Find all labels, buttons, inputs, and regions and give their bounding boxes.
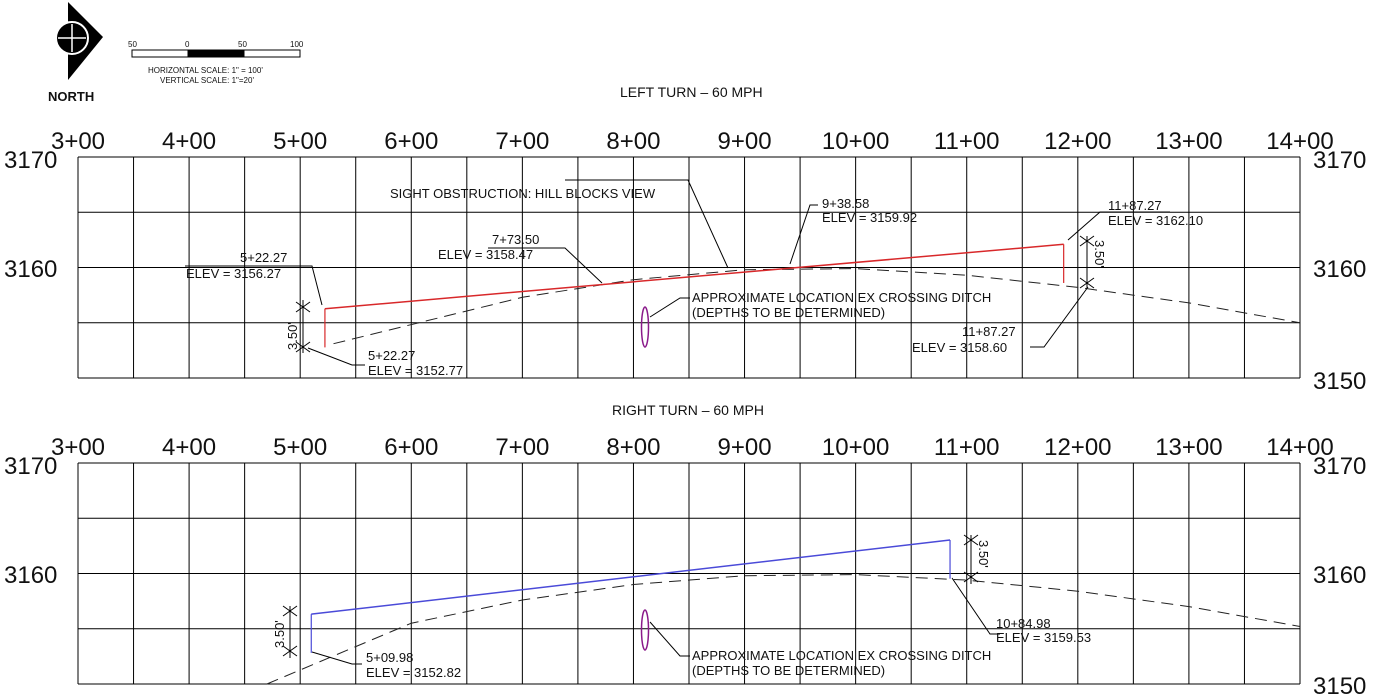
ditch-note: APPROXIMATE LOCATION EX CROSSING DITCH [692,290,991,305]
vertical-scale-label: VERTICAL SCALE: 1"=20' [160,76,254,85]
elev-label-left: 3170 [4,453,57,480]
dim-text: 3.50' [272,620,287,648]
station-callout: 11+87.27 [1108,198,1162,213]
station-label: 7+00 [495,128,549,155]
north-label: NORTH [48,89,94,104]
ditch-note: (DEPTHS TO BE DETERMINED) [692,305,885,320]
elevation-callout: ELEV = 3156.27 [186,266,281,281]
station-label: 11+00 [934,128,1000,155]
sight-line [310,539,951,653]
station-labels: 3+00 4+00 5+00 6+00 7+00 8+00 9+00 10+00 11+00 12… [51,128,1334,155]
station-callout: 9+38.58 [822,196,869,211]
station-label: 7+00 [495,434,549,461]
station-callout: 5+22.27 [368,348,415,363]
station-label: 8+00 [606,128,660,155]
scale-bar: 50 0 50 100 HORIZONTAL SCALE: 1" = 100' … [128,40,304,85]
station-label: 6+00 [384,434,438,461]
station-label: 6+00 [384,128,438,155]
station-label: 12+00 [1044,434,1111,461]
profile-title: RIGHT TURN – 60 MPH [612,402,764,418]
station-callout: 7+73.50 [492,232,539,247]
elevation-callout: ELEV = 3159.92 [822,210,917,225]
elev-label-right: 3150 [1313,673,1366,696]
elevation-callout: ELEV = 3158.47 [438,247,533,262]
leader-lines [185,179,1170,366]
dim-text: 3.50' [976,540,991,568]
sight-line-segment [311,539,951,615]
elevation-callout: ELEV = 3162.10 [1108,213,1203,228]
station-callout: 5+09.98 [366,650,413,665]
scale-tick: 50 [238,40,247,49]
dimension-right: 3.50' [1079,235,1107,289]
ditch-note: APPROXIMATE LOCATION EX CROSSING DITCH [692,648,991,663]
station-label: 10+00 [822,434,889,461]
elev-label-right: 3150 [1313,368,1366,395]
station-label: 14+00 [1266,434,1333,461]
north-arrow: NORTH [48,2,103,104]
station-label: 8+00 [606,434,660,461]
obstruction-note: SIGHT OBSTRUCTION: HILL BLOCKS VIEW [390,186,656,201]
elev-label-left: 3170 [4,147,57,174]
sight-line-segment [324,243,1064,310]
station-label: 9+00 [718,434,772,461]
profile-grid [77,462,1301,685]
elevation-callout: ELEV = 3159.53 [996,630,1091,645]
elev-label-left: 3160 [4,256,57,283]
dim-text: 3.50' [285,322,300,350]
ditch-marker [640,609,650,651]
station-labels: 3+00 4+00 5+00 6+00 7+00 8+00 9+00 10+00 11+00 12… [51,434,1334,461]
station-label: 4+00 [162,434,216,461]
ground-profile [333,268,1301,345]
scale-tick: 0 [185,40,190,49]
dimension-right: 3.50' [963,534,991,584]
station-label: 14+00 [1266,128,1333,155]
station-callout: 11+87.27 [962,324,1016,339]
scale-tick: 100 [290,40,304,49]
elev-label-right: 3170 [1313,147,1366,174]
station-label: 12+00 [1044,128,1111,155]
elev-label-left: 3160 [4,562,57,589]
station-label: 13+00 [1155,434,1222,461]
station-label: 5+00 [273,128,327,155]
horizontal-scale-label: HORIZONTAL SCALE: 1" = 100' [148,66,263,75]
dimension-left: 3.50' [285,300,311,353]
station-label: 3+00 [51,434,105,461]
profile-title: LEFT TURN – 60 MPH [620,84,763,100]
existing-ground-line [266,574,1301,685]
elev-label-right: 3160 [1313,562,1366,589]
elev-label-right: 3170 [1313,453,1366,480]
ditch-marker [640,306,650,348]
left-turn-profile: LEFT TURN – 60 MPH 3+00 4+00 5+00 6+00 7+00 8… [4,84,1366,395]
leader-lines [311,577,1000,665]
station-label: 4+00 [162,128,216,155]
elev-label-right: 3160 [1313,256,1366,283]
existing-ground-line [333,268,1301,345]
station-label: 5+00 [273,434,327,461]
dim-text: 3.50' [1092,240,1107,268]
ditch-note: (DEPTHS TO BE DETERMINED) [692,663,885,678]
station-label: 3+00 [51,128,105,155]
elevation-callout: ELEV = 3158.60 [912,340,1007,355]
scale-tick: 50 [128,40,137,49]
right-turn-profile: RIGHT TURN – 60 MPH 3+00 4+00 5+00 6+00 7+00… [4,402,1366,696]
station-label: 11+00 [934,434,1000,461]
ground-profile [266,574,1301,685]
station-callout: 10+84.98 [996,616,1051,631]
station-label: 9+00 [718,128,772,155]
station-label: 10+00 [822,128,889,155]
dimension-left: 3.50' [272,605,298,658]
profile-grid [77,156,1301,379]
elevation-callout: ELEV = 3152.82 [366,665,461,680]
sight-line [324,243,1065,348]
station-callout: 5+22.27 [240,250,287,265]
station-label: 13+00 [1155,128,1222,155]
elevation-callout: ELEV = 3152.77 [368,363,463,378]
